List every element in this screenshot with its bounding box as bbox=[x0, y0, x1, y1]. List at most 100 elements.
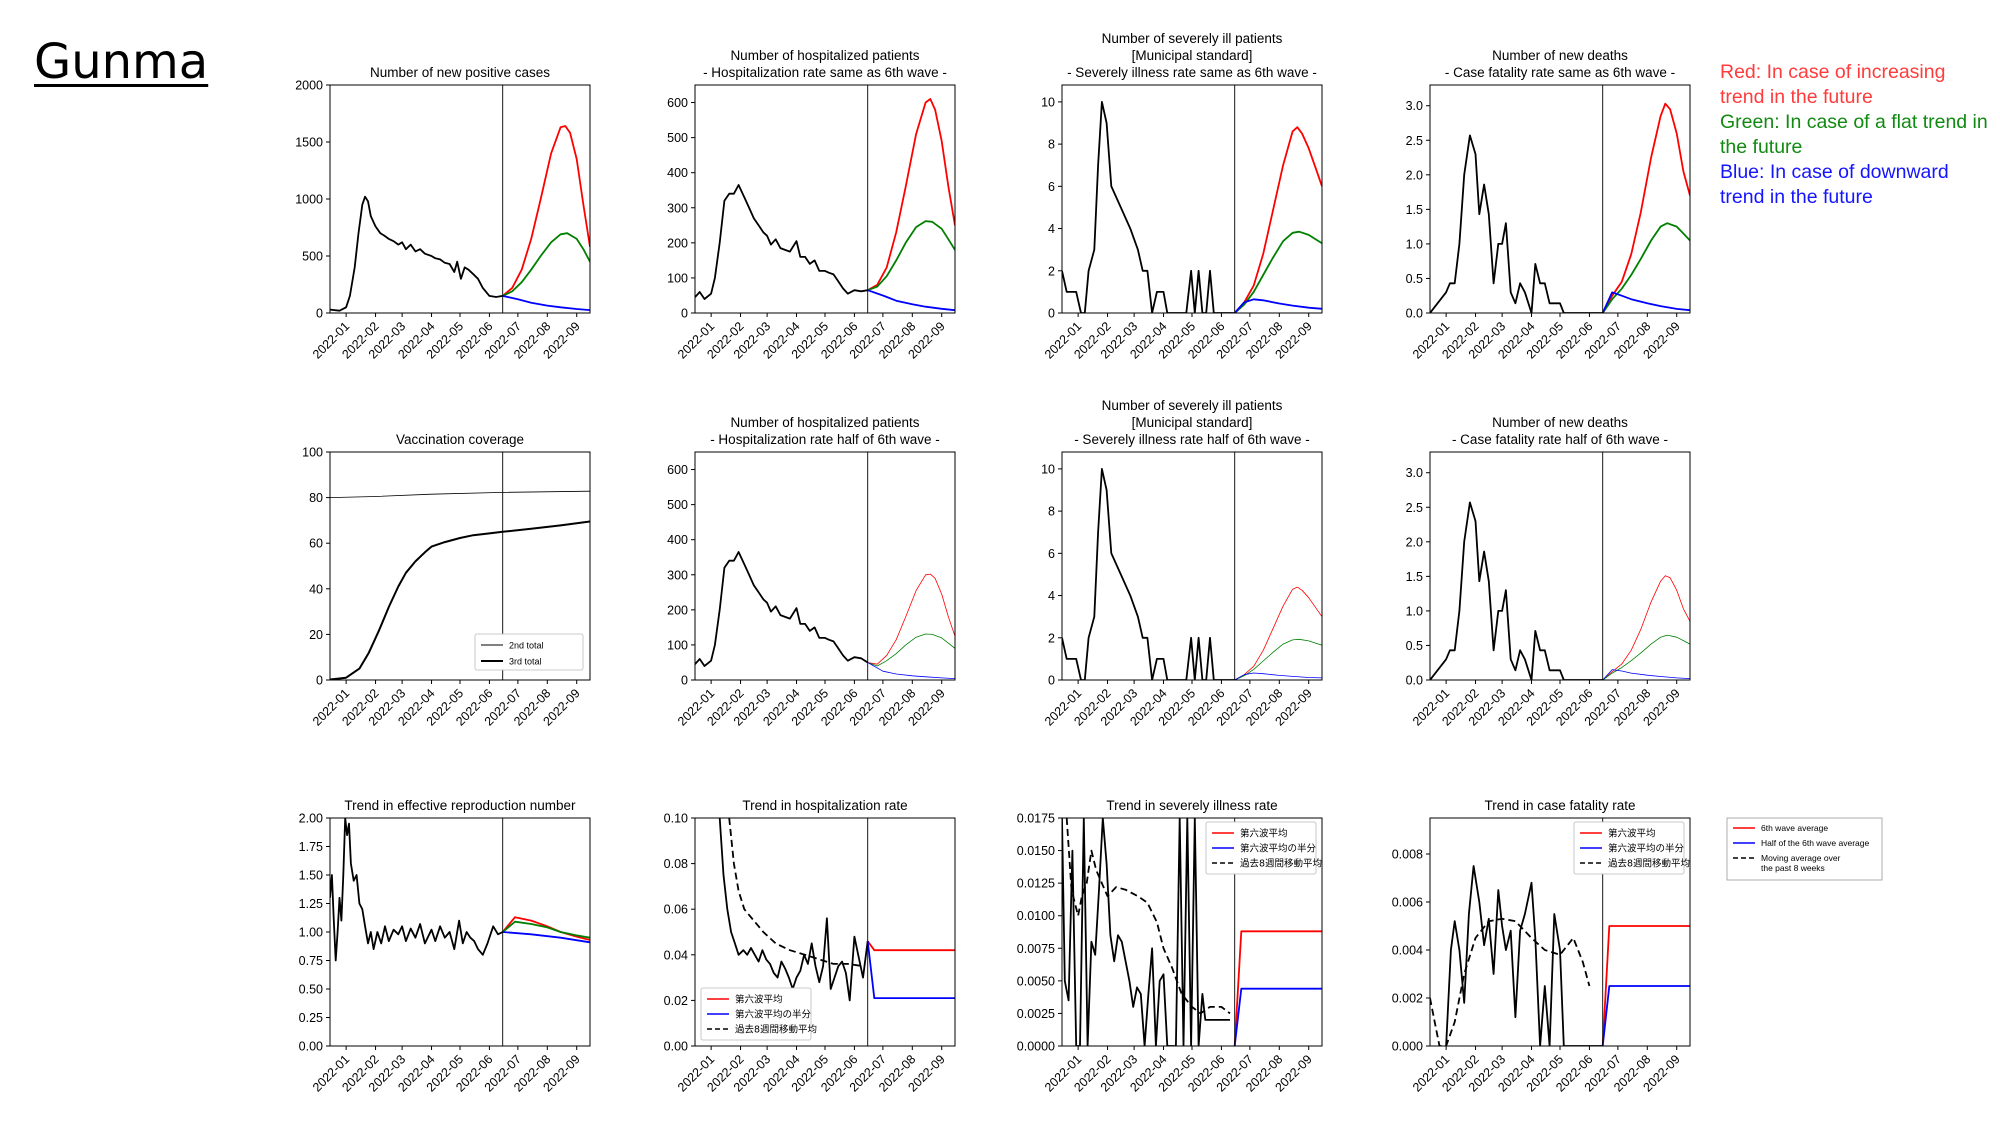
y-tick-label: 2 bbox=[1048, 264, 1055, 278]
y-tick-label: 600 bbox=[667, 96, 688, 110]
series-blue bbox=[867, 662, 955, 679]
series-blue bbox=[502, 295, 590, 311]
y-tick-label: 0.008 bbox=[1392, 848, 1423, 862]
y-tick-label: 1.0 bbox=[1406, 237, 1423, 251]
y-tick-label: 200 bbox=[667, 603, 688, 617]
chart-deaths-6th: Number of new deaths - Case fatality rate… bbox=[1406, 48, 1691, 362]
y-tick-label: 0.0000 bbox=[1017, 1040, 1055, 1054]
plot-area bbox=[1062, 468, 1322, 680]
chart-title: [Municipal standard] bbox=[1132, 48, 1253, 63]
series-blue bbox=[1233, 987, 1322, 1046]
y-tick-label: 0.0 bbox=[1406, 674, 1423, 688]
plot-area bbox=[1062, 101, 1322, 313]
legend-label: 6th wave average bbox=[1761, 823, 1828, 833]
legend-box bbox=[700, 987, 812, 1041]
legend-label: Half of the 6th wave average bbox=[1761, 838, 1869, 848]
chart-hospitalized-6th: Number of hospitalized patients - Hospita… bbox=[667, 48, 956, 362]
y-tick-label: 3.0 bbox=[1406, 466, 1423, 480]
y-tick-label: 1.50 bbox=[299, 869, 323, 883]
y-tick-label: 0.04 bbox=[664, 948, 688, 962]
series-black bbox=[330, 490, 590, 498]
chart-title: - Case fatality rate same as 6th wave - bbox=[1445, 65, 1675, 80]
y-tick-label: 100 bbox=[302, 446, 323, 460]
y-tick-label: 80 bbox=[309, 491, 323, 505]
plot-frame bbox=[1061, 817, 1323, 1047]
scenario-legend-blue: Blue: In case of downward trend in the f… bbox=[1720, 161, 1949, 208]
y-tick-label: 8 bbox=[1048, 505, 1055, 519]
series-red bbox=[502, 916, 590, 941]
chart-new-cases: Number of new positive cases 0 500 1000 1500… bbox=[295, 65, 591, 362]
series-red bbox=[867, 98, 955, 291]
series-blue bbox=[502, 931, 590, 944]
y-tick-label: 0.10 bbox=[664, 812, 688, 826]
y-tick-label: 0 bbox=[316, 307, 323, 321]
series-green bbox=[1234, 230, 1322, 313]
y-tick-label: 2 bbox=[1048, 631, 1055, 645]
y-tick-label: 4 bbox=[1048, 589, 1055, 603]
plot-frame bbox=[694, 451, 956, 681]
plot-area bbox=[718, 818, 955, 1002]
y-tick-label: 300 bbox=[667, 201, 688, 215]
plot-area bbox=[695, 98, 955, 312]
y-tick-label: 20 bbox=[309, 628, 323, 642]
y-tick-label: 0.0050 bbox=[1017, 974, 1055, 988]
series-red bbox=[1233, 930, 1322, 1046]
series-green bbox=[1234, 638, 1322, 680]
y-tick-label: 2.5 bbox=[1406, 501, 1423, 515]
scenario-legend-green: Green: In case of a flat trend in the fu… bbox=[1720, 111, 1988, 158]
legend-label: 2nd total bbox=[509, 641, 544, 651]
plot-area bbox=[1430, 102, 1690, 313]
y-tick-label: 200 bbox=[667, 236, 688, 250]
chart-title: Number of hospitalized patients bbox=[730, 48, 919, 63]
chart-title: - Hospitalization rate half of 6th wave … bbox=[710, 432, 940, 447]
chart-title: - Severely illness rate same as 6th wave… bbox=[1067, 65, 1317, 80]
chart-title: - Case fatality rate half of 6th wave - bbox=[1452, 432, 1668, 447]
series-black bbox=[1430, 501, 1603, 680]
legend-label: 過去8週間移動平均 bbox=[1240, 858, 1322, 870]
chart-title: Vaccination coverage bbox=[396, 432, 524, 447]
chart-hospitalized-half: Number of hospitalized patients - Hospita… bbox=[667, 415, 956, 729]
page-title: Gunma bbox=[34, 34, 209, 90]
series-red bbox=[1601, 102, 1690, 313]
y-tick-label: 0 bbox=[1048, 674, 1055, 688]
y-tick-label: 2000 bbox=[295, 79, 323, 93]
y-tick-label: 2.00 bbox=[299, 812, 323, 826]
y-tick-label: 0.06 bbox=[664, 903, 688, 917]
y-tick-label: 60 bbox=[309, 537, 323, 551]
scenario-legend: Red: In case of increasing trend in the … bbox=[1720, 60, 1990, 210]
plot-frame bbox=[329, 451, 591, 681]
y-tick-label: 6 bbox=[1048, 547, 1055, 561]
series-red bbox=[502, 125, 590, 297]
legend-box bbox=[1726, 817, 1883, 881]
y-tick-label: 0 bbox=[1048, 307, 1055, 321]
side-legend: 6th wave average Half of the 6th wave ave… bbox=[1726, 817, 1883, 881]
y-tick-label: 500 bbox=[667, 131, 688, 145]
y-tick-label: 3.0 bbox=[1406, 99, 1423, 113]
y-tick-label: 0.0125 bbox=[1017, 877, 1055, 891]
y-tick-label: 0 bbox=[681, 307, 688, 321]
plot-area bbox=[1062, 818, 1322, 1046]
y-tick-label: 0.5 bbox=[1406, 639, 1423, 653]
series-black bbox=[1062, 468, 1235, 680]
y-tick-label: 1.5 bbox=[1406, 203, 1423, 217]
series-black-dashed bbox=[728, 818, 864, 968]
y-tick-label: 0.08 bbox=[664, 857, 688, 871]
y-tick-label: 1.75 bbox=[299, 840, 323, 854]
plot-frame bbox=[694, 84, 956, 314]
plot-area bbox=[1430, 501, 1690, 680]
y-tick-label: 8 bbox=[1048, 138, 1055, 152]
y-tick-label: 1.25 bbox=[299, 897, 323, 911]
plot-area bbox=[330, 125, 590, 312]
chart-title: Number of new deaths bbox=[1492, 48, 1628, 63]
plot-frame bbox=[1061, 84, 1323, 314]
y-tick-label: 0.006 bbox=[1392, 896, 1423, 910]
y-tick-label: 6 bbox=[1048, 180, 1055, 194]
y-tick-label: 100 bbox=[667, 638, 688, 652]
y-tick-label: 0.0 bbox=[1406, 307, 1423, 321]
series-green bbox=[867, 220, 955, 292]
y-tick-label: 0.75 bbox=[299, 954, 323, 968]
chart-severe-6th: Number of severely ill patients [Municipa… bbox=[1041, 31, 1323, 362]
series-red bbox=[1234, 126, 1322, 313]
chart-title: - Hospitalization rate same as 6th wave … bbox=[703, 65, 947, 80]
